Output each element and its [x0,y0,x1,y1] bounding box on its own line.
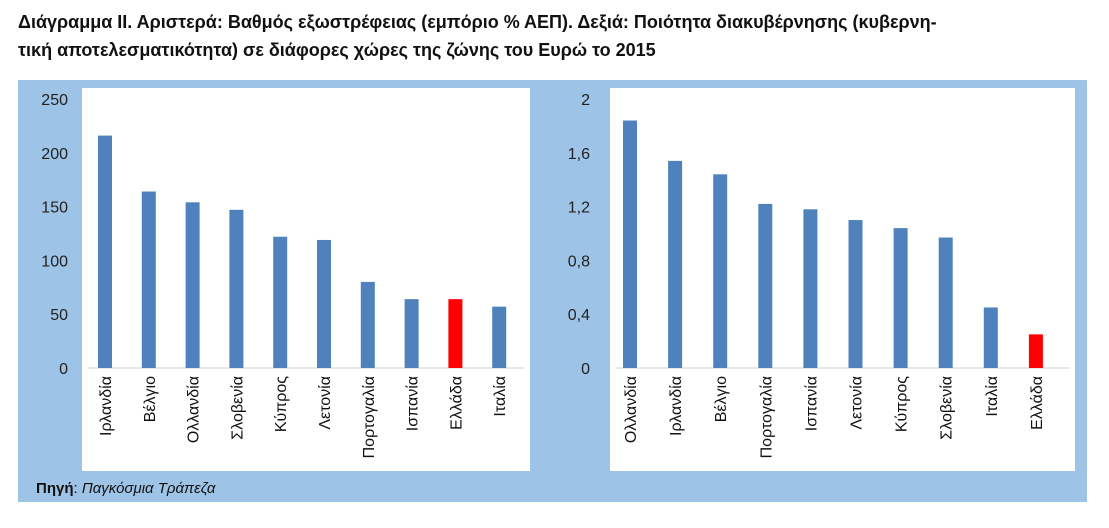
chart-1-y-tick-label: 150 [41,200,68,217]
chart-1-category-label: Ιταλία [492,376,509,417]
chart-2-y-tick-label: 0,8 [568,253,590,270]
chart-1-y-tick-label: 0 [59,361,68,378]
chart-2-category-label: Ιταλία [984,376,1001,417]
chart-1-bar [317,239,331,368]
chart-2-y-tick-label: 0,4 [568,307,590,324]
chart-2-plot-area [610,88,1075,471]
source-note: Πηγή: Παγκόσμια Τράπεζα [36,480,215,497]
chart-1-category-label: Ελλάδα [448,376,465,430]
chart-2-category-label: Βέλγιο [713,376,730,422]
chart-1-bar [98,135,112,368]
chart-1-category-label: Κύπρος [273,376,290,432]
chart-2-bar [713,174,728,368]
chart-2-bar [893,228,908,368]
chart-1-bar [360,281,375,368]
source-label: Πηγή [36,480,74,497]
government-effectiveness-chart-panel: 0 0,4 0,8 1,2 1,6 2 Ολλανδία Ιρλανδία Βέλγιο Πορτ… [542,80,1087,502]
chart-2-category-label: Ιρλανδία [668,376,685,436]
chart-2-y-tick-label: 1,6 [568,146,590,163]
chart-2-y-tick-label: 2 [581,92,590,109]
chart-1-bar [229,209,244,368]
chart-2-y-tick-label: 0 [581,361,590,378]
chart-2-bar [668,160,683,368]
chart-1-bar [185,202,200,368]
chart-1-y-tick-label: 250 [41,92,68,109]
government-effectiveness-chart: 0 0,4 0,8 1,2 1,6 2 Ολλανδία Ιρλανδία Βέλγιο Πορτ… [568,88,1075,471]
source-colon: : [73,480,82,497]
chart-2-bar [758,203,773,368]
chart-1-category-label: Λετονία [317,376,334,430]
chart-title: Διάγραμμα ΙΙ. Αριστερά: Βαθμός εξωστρέφε… [18,8,1103,64]
chart-2-bar [938,237,953,368]
chart-1-y-tick-label: 200 [41,146,68,163]
chart-1-y-tick-label: 100 [41,253,68,270]
chart-2-bar [803,209,818,368]
chart-2-category-label: Πορτογαλία [758,376,775,458]
chart-1-bar [404,299,419,368]
chart-title-line-2: τική αποτελεσματικότητα) σε διάφορες χώρ… [18,40,656,60]
chart-1-category-label: Βέλγιο [142,376,159,422]
chart-2-y-tick-label: 1,2 [568,200,590,217]
chart-2-bar [1028,334,1043,368]
trade-openness-chart: 0 50 100 150 200 250 Ιρλανδία Βέλγιο Ολλανδία Σλο… [41,88,530,471]
chart-2-bar [983,307,998,368]
chart-2-category-label: Ολλανδία [623,376,640,443]
chart-1-bar [492,306,507,368]
chart-2-bar [623,120,637,368]
chart-2-category-label: Σλοβενία [939,376,956,440]
trade-openness-chart-panel: 0 50 100 150 200 250 Ιρλανδία Βέλγιο Ολλανδία Σλο… [18,80,542,502]
chart-1-y-tick-label: 50 [50,307,68,324]
source-value: Παγκόσμια Τράπεζα [81,480,216,497]
chart-1-category-label: Ιρλανδία [98,376,115,436]
chart-1-category-label: Πορτογαλία [361,376,378,458]
chart-title-line-1: Διάγραμμα ΙΙ. Αριστερά: Βαθμός εξωστρέφε… [18,12,937,32]
chart-1-category-label: Σλοβενία [229,376,246,440]
chart-1-category-label: Ισπανία [405,376,422,431]
chart-1-plot-area [82,88,530,471]
chart-1-bar [141,191,156,368]
chart-2-bar [848,220,863,368]
chart-2-category-label: Ελλάδα [1029,376,1046,430]
chart-2-category-label: Ισπανία [803,376,820,431]
chart-1-category-label: Ολλανδία [186,376,203,443]
chart-2-category-label: Κύπρος [894,376,911,432]
chart-2-category-label: Λετονία [849,376,866,430]
chart-1-bar [273,236,288,368]
chart-1-bar [448,299,463,368]
